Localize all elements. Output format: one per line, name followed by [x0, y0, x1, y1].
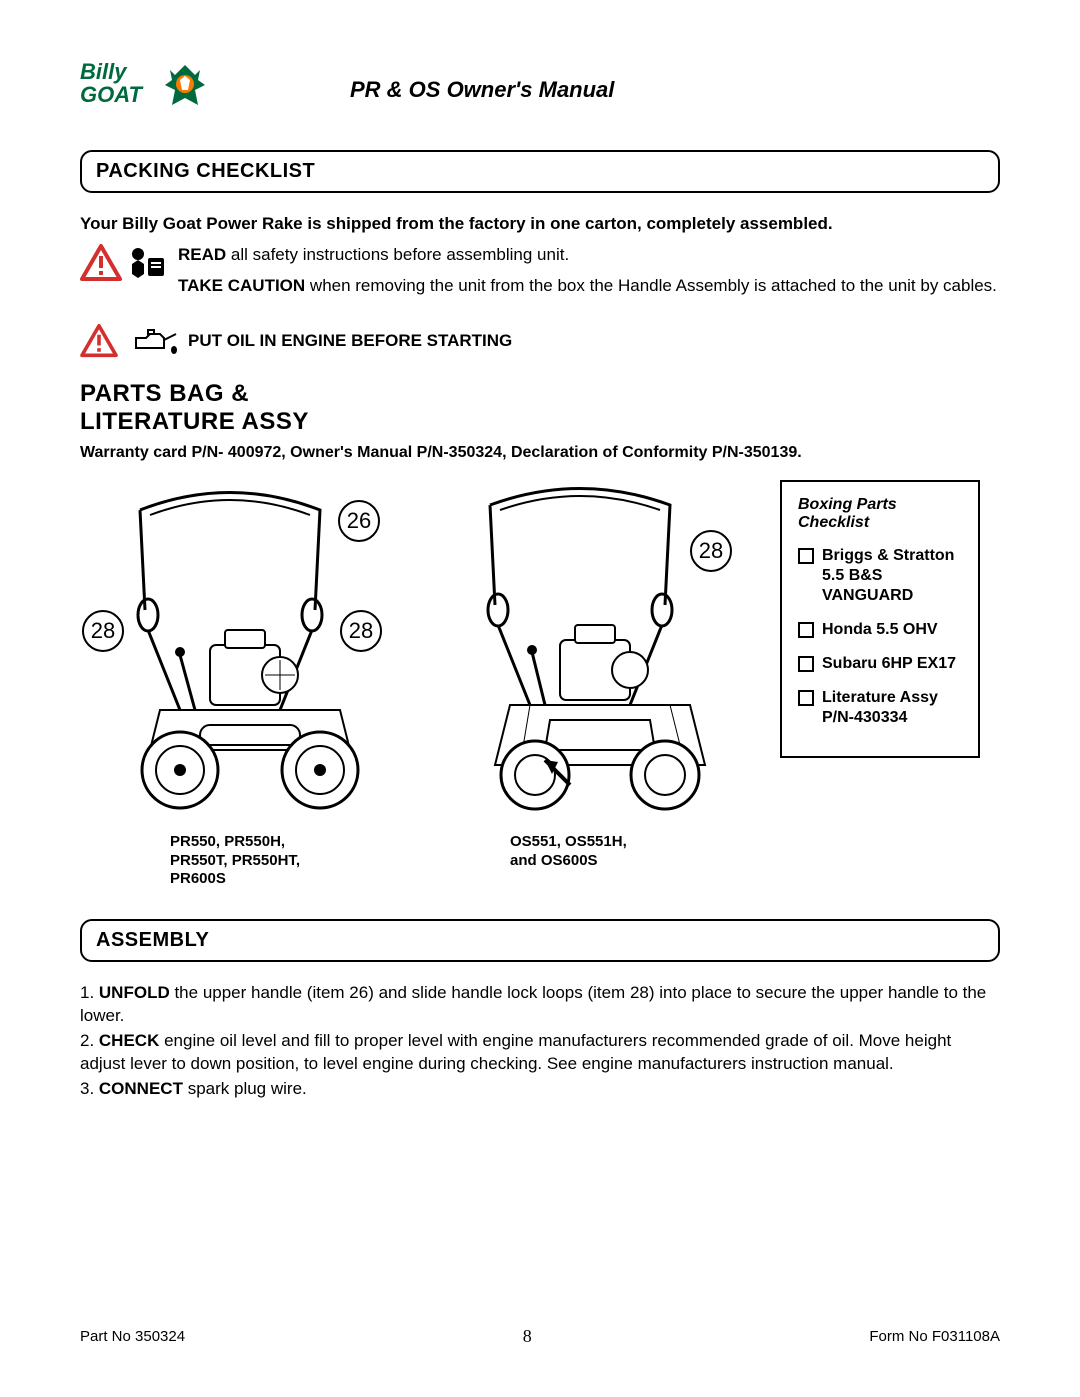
parts-bag-heading: PARTS BAG & LITERATURE ASSY: [80, 380, 1000, 436]
model-r2: and OS600S: [510, 852, 598, 869]
page-header: Billy GOAT PR & OS Owner's Manual: [80, 60, 1000, 120]
footer-page-number: 8: [523, 1326, 532, 1347]
manual-title: PR & OS Owner's Manual: [350, 77, 614, 103]
checklist-item: Literature Assy P/N-430334: [798, 688, 962, 728]
checklist-item: Briggs & Stratton 5.5 B&S VANGUARD: [798, 546, 962, 606]
step2-num: 2.: [80, 1031, 99, 1050]
caution-rest: when removing the unit from the box the …: [305, 276, 997, 295]
step3-text: spark plug wire.: [183, 1079, 307, 1098]
checklist-item: Subaru 6HP EX17: [798, 654, 962, 674]
page-footer: Part No 350324 8 Form No F031108A: [80, 1326, 1000, 1347]
boxing-title: Boxing Parts Checklist: [798, 496, 962, 532]
warranty-line: Warranty card P/N- 400972, Owner's Manua…: [80, 444, 1000, 462]
checklist-item: Honda 5.5 OHV: [798, 620, 962, 640]
brand-logo: Billy GOAT: [80, 60, 210, 120]
step3-num: 3.: [80, 1079, 99, 1098]
packing-intro: Your Billy Goat Power Rake is shipped fr…: [80, 213, 1000, 236]
oil-message: PUT OIL IN ENGINE BEFORE STARTING: [188, 331, 512, 351]
checklist-label: Subaru 6HP EX17: [822, 654, 956, 674]
parts-heading-l2: LITERATURE ASSY: [80, 408, 1000, 436]
diagrams-row: 26 28 28 PR550, PR550H, PR550T, PR550HT,…: [80, 480, 1000, 889]
callout-28: 28: [82, 610, 124, 652]
warning-triangle-icon: [80, 324, 118, 358]
assembly-box: ASSEMBLY: [80, 919, 1000, 962]
step1-verb: UNFOLD: [99, 983, 170, 1002]
warning-triangle-icon: [80, 244, 122, 282]
step1-num: 1.: [80, 983, 99, 1002]
step1-text: the upper handle (item 26) and slide han…: [80, 983, 986, 1025]
footer-form-no: Form No F031108A: [869, 1328, 1000, 1345]
boxing-parts-checklist: Boxing Parts Checklist Briggs & Stratton…: [780, 480, 980, 758]
model-r1: OS551, OS551H,: [510, 833, 627, 850]
callout-26: 26: [338, 500, 380, 542]
model-label-pr: PR550, PR550H, PR550T, PR550HT, PR600S: [80, 833, 420, 889]
assembly-title: ASSEMBLY: [96, 929, 984, 952]
packing-checklist-title: PACKING CHECKLIST: [96, 160, 984, 183]
model-l2: PR550T, PR550HT,: [170, 852, 300, 869]
model-l3: PR600S: [170, 870, 226, 887]
checklist-label: Literature Assy P/N-430334: [822, 688, 962, 728]
callout-28: 28: [690, 530, 732, 572]
packing-checklist-box: PACKING CHECKLIST: [80, 150, 1000, 193]
read-caution-text: READ all safety instructions before asse…: [178, 244, 1000, 306]
warning-icons: [80, 244, 168, 282]
logo-text: Billy GOAT: [80, 60, 142, 106]
logo-line1: Billy: [80, 59, 126, 84]
goat-icon: [160, 60, 210, 110]
oil-warning-row: PUT OIL IN ENGINE BEFORE STARTING: [80, 324, 1000, 358]
diagram-os: 28 OS551, OS551H, and OS600S: [440, 480, 760, 871]
checkbox-icon[interactable]: [798, 548, 814, 564]
diagram-pr: 26 28 28 PR550, PR550H, PR550T, PR550HT,…: [80, 480, 420, 889]
checklist-label: Honda 5.5 OHV: [822, 620, 938, 640]
footer-part-no: Part No 350324: [80, 1328, 185, 1345]
parts-heading-l1: PARTS BAG &: [80, 380, 1000, 408]
callout-28: 28: [340, 610, 382, 652]
read-bold: READ: [178, 245, 226, 264]
model-label-os: OS551, OS551H, and OS600S: [440, 833, 760, 871]
logo-line2: GOAT: [80, 82, 142, 107]
oil-can-icon: [128, 326, 178, 356]
model-l1: PR550, PR550H,: [170, 833, 285, 850]
checklist-label: Briggs & Stratton 5.5 B&S VANGUARD: [822, 546, 962, 606]
checkbox-icon[interactable]: [798, 622, 814, 638]
read-rest: all safety instructions before assemblin…: [226, 245, 569, 264]
caution-bold: TAKE CAUTION: [178, 276, 305, 295]
assembly-steps: 1. UNFOLD the upper handle (item 26) and…: [80, 982, 1000, 1101]
step2-verb: CHECK: [99, 1031, 159, 1050]
step3-verb: CONNECT: [99, 1079, 183, 1098]
checkbox-icon[interactable]: [798, 690, 814, 706]
step2-text: engine oil level and fill to proper leve…: [80, 1031, 951, 1073]
read-manual-icon: [126, 244, 168, 282]
checkbox-icon[interactable]: [798, 656, 814, 672]
read-caution-row: READ all safety instructions before asse…: [80, 244, 1000, 306]
